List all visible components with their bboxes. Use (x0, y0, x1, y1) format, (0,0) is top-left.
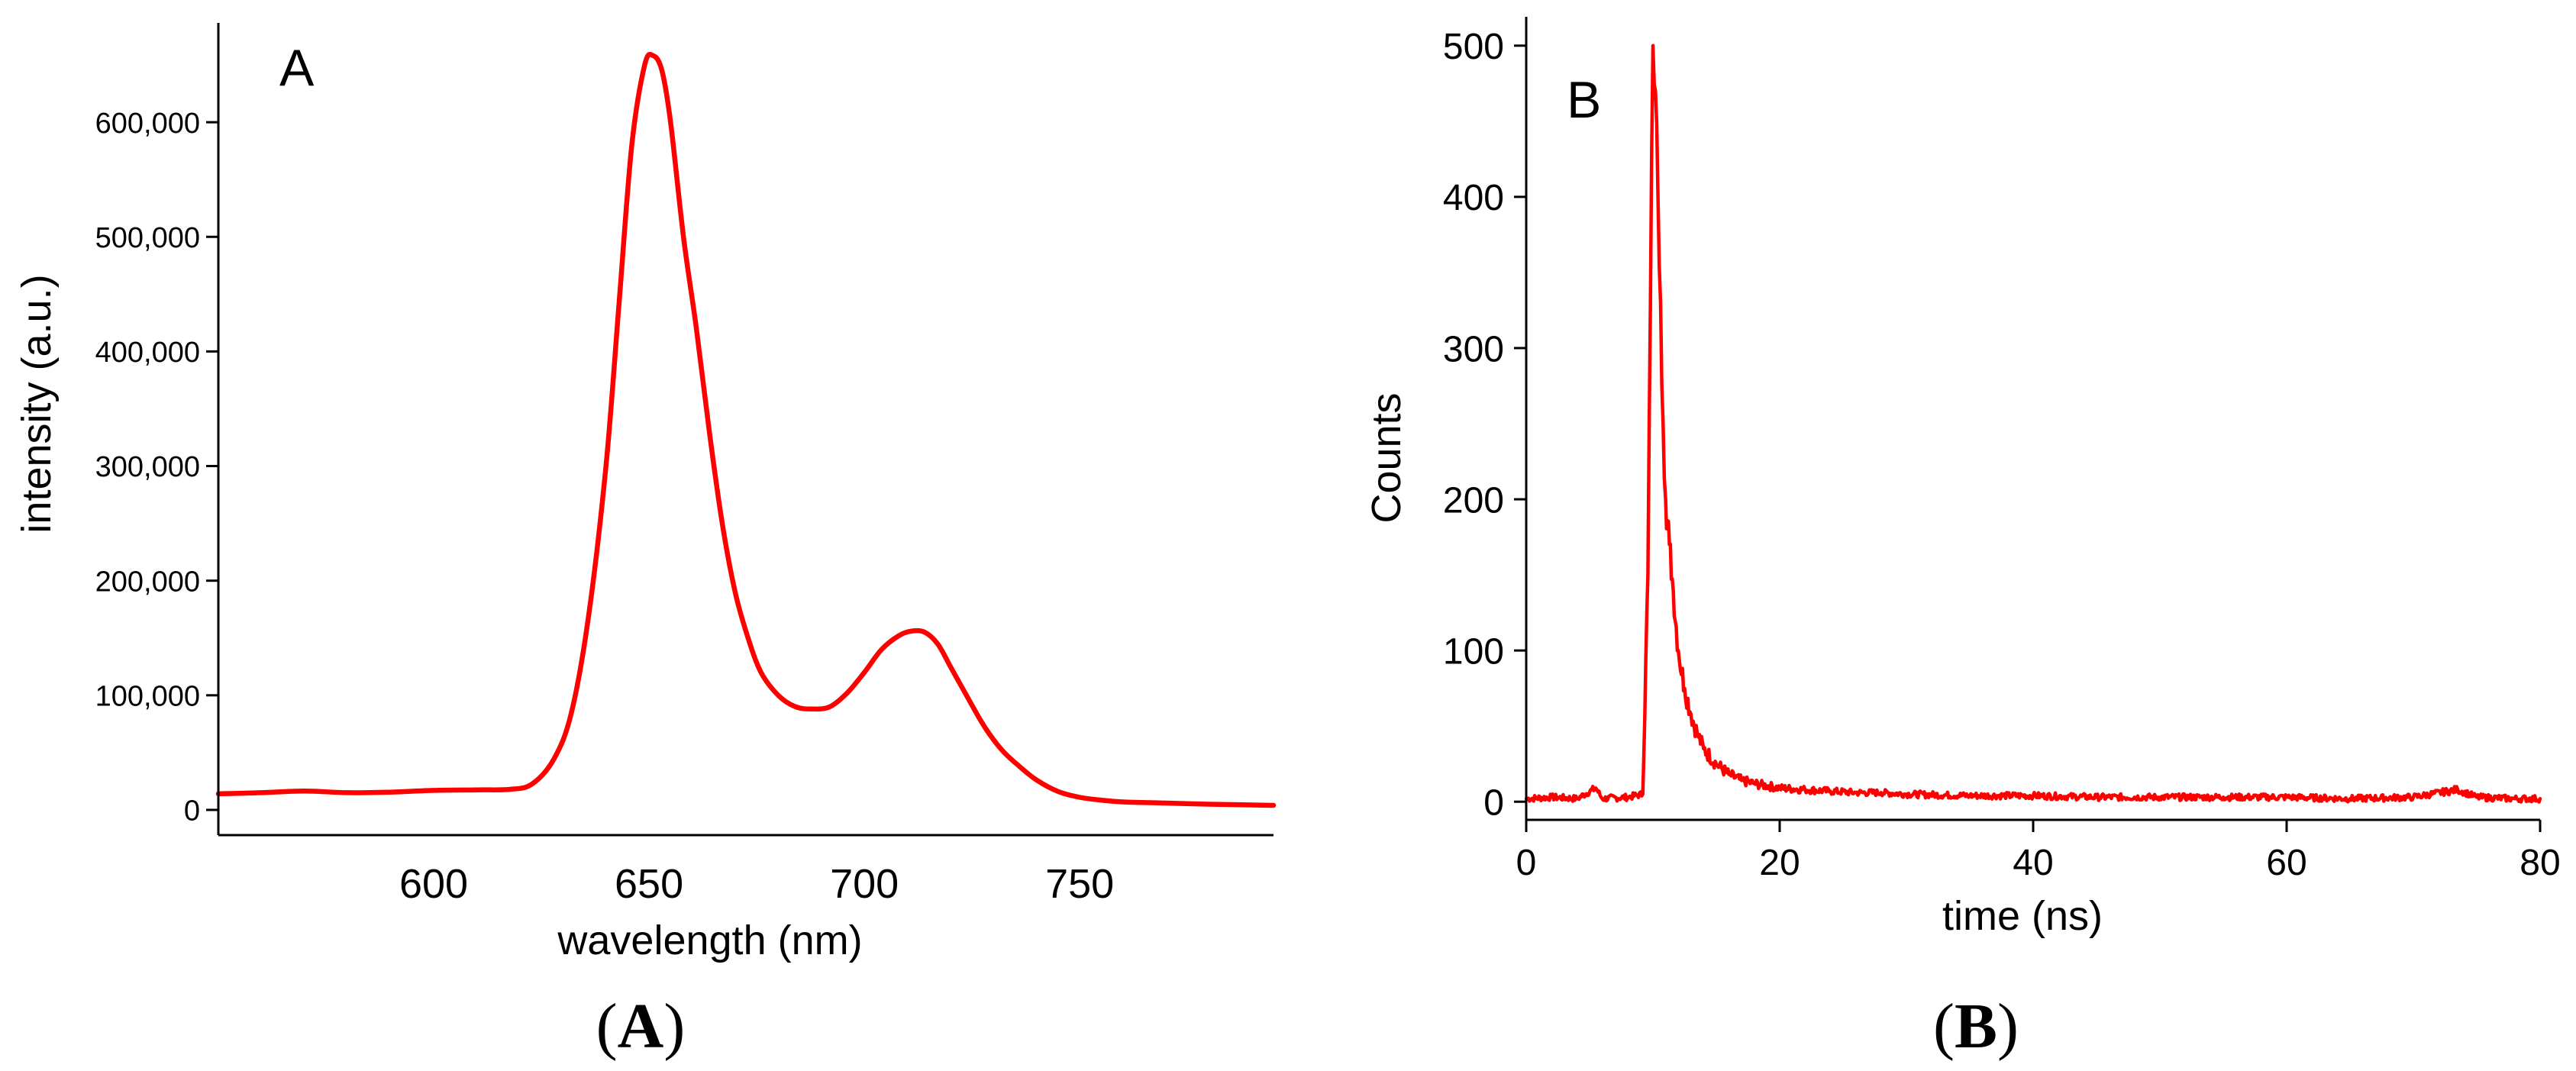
panel-b-caption-letter: B (1955, 991, 1997, 1062)
panel-b-y-tick-label: 300 (1443, 329, 1504, 369)
panel-a-caption: (A) (596, 991, 686, 1062)
panel-b-x-tick-label: 0 (1516, 843, 1537, 883)
panel-b-y-tick-label: 500 (1443, 27, 1504, 67)
panel-b-x-tick-label: 20 (1759, 843, 1800, 883)
panel-a-x-ticks: 600 650 700 750 (399, 861, 1114, 907)
panel-b-x-tick-label: 40 (2013, 843, 2053, 883)
panel-a-y-tick-label: 300,000 (95, 451, 200, 483)
panel-b-decay-line (1524, 44, 2542, 804)
panel-a-y-ticks: 0 100,000 200,000 300,000 400,000 500,000 600,… (95, 108, 218, 827)
panel-b-y-tick-label: 100 (1443, 631, 1504, 672)
panel-b-x-axis-title: time (ns) (1942, 893, 2103, 939)
panel-a-x-tick-label: 650 (615, 861, 683, 907)
panel-a-emission-chart: 0 100,000 200,000 300,000 400,000 500,000 600,… (14, 23, 1277, 963)
panel-a-x-tick-label: 600 (399, 861, 468, 907)
panel-a-caption-open: ( (596, 991, 618, 1062)
panel-b-x-tick-label: 60 (2266, 843, 2306, 883)
panel-a-inset-label: A (279, 39, 315, 97)
panel-a-y-tick-label: 0 (184, 795, 200, 827)
panel-b-caption: (B) (1933, 991, 2019, 1062)
panel-b-y-tick-label: 200 (1443, 480, 1504, 521)
panel-a-x-tick-label: 750 (1045, 861, 1114, 907)
panel-b-x-tick-label: 80 (2520, 843, 2560, 883)
panel-b-y-tick-label: 400 (1443, 178, 1504, 218)
panel-a-x-tick-label: 700 (830, 861, 899, 907)
panel-a-caption-letter: A (618, 991, 664, 1062)
panel-b-inset-label: B (1567, 71, 1601, 129)
panel-b-y-tick-label: 0 (1483, 783, 1504, 824)
panel-a-emission-line (215, 51, 1277, 808)
panel-a-y-tick-label: 500,000 (95, 222, 200, 254)
panel-a-y-tick-label: 200,000 (95, 566, 200, 598)
panel-b-caption-close: ) (1997, 991, 2019, 1062)
panel-b-decay-chart: 0 100 200 300 400 500 0 20 40 60 80 time (ns) Cou… (1364, 17, 2561, 939)
panel-a-y-tick-label: 100,000 (95, 681, 200, 713)
panel-a-y-axis-title: intensity (a.u.) (14, 274, 60, 533)
panel-b-y-ticks: 0 100 200 300 400 500 (1443, 27, 1526, 824)
panel-a-y-tick-label: 400,000 (95, 337, 200, 369)
panel-a-y-tick-label: 600,000 (95, 108, 200, 140)
panel-a-x-axis-title: wavelength (nm) (557, 918, 862, 963)
panel-b-y-axis-title: Counts (1364, 392, 1409, 523)
panel-a-caption-close: ) (663, 991, 685, 1062)
panel-b-x-ticks: 0 20 40 60 80 (1516, 820, 2561, 883)
panel-b-caption-open: ( (1933, 991, 1955, 1062)
